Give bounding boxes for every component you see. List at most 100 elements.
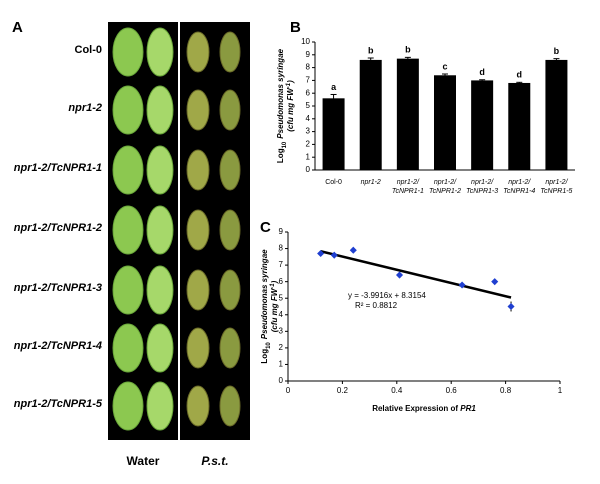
y-tick-label: 8 xyxy=(279,244,284,253)
row-label: npr1-2/TcNPR1-3 xyxy=(14,282,102,294)
y-label-line: (cfu mg FW-1) xyxy=(270,280,280,332)
y-tick-label: 0 xyxy=(306,165,311,174)
y-label-part: ) xyxy=(270,280,279,284)
y-label-part: 10 xyxy=(266,342,272,349)
row-label: npr1-2/TcNPR1-1 xyxy=(14,162,102,174)
y-tick-label: 6 xyxy=(279,277,284,286)
leaf-photo xyxy=(146,205,174,255)
point xyxy=(330,251,338,259)
point xyxy=(507,302,515,311)
x-tick-label: 0.2 xyxy=(337,386,349,395)
y-tick-label: 1 xyxy=(306,152,311,161)
trendline xyxy=(320,250,512,299)
y-label-part: (cfu mg FW xyxy=(270,287,279,332)
y-label-part: Pseudomonas syringae xyxy=(276,48,285,138)
leaf-photo xyxy=(112,265,144,315)
bar xyxy=(359,59,382,170)
y-tick-label: 7 xyxy=(279,260,284,269)
row-label: Col-0 xyxy=(75,44,103,56)
bar xyxy=(471,80,494,170)
x-tick-label: npr1-2/ xyxy=(508,179,531,186)
x-tick-label: npr1-2/ xyxy=(397,179,420,186)
x-tick-label: 0.4 xyxy=(391,386,403,395)
point xyxy=(317,249,325,258)
y-label-part: Log xyxy=(260,349,269,364)
x-tick-label: 0.8 xyxy=(500,386,512,395)
panel-label: B xyxy=(290,19,301,36)
y-label-part: Log xyxy=(276,148,285,163)
leaf-photo xyxy=(112,323,144,373)
x-tick-label: npr1-2/ xyxy=(545,179,568,186)
leaf-photo xyxy=(146,145,174,195)
leaf-photo xyxy=(186,149,210,191)
y-label-line: (cfu mg FW-1) xyxy=(286,80,296,132)
y-tick-label: 4 xyxy=(279,310,284,319)
x-tick-label: 1 xyxy=(558,386,563,395)
y-label-part: ) xyxy=(286,80,295,84)
bar xyxy=(396,58,419,170)
significance-letter: a xyxy=(331,82,337,92)
x-tick-label: npr1-2 xyxy=(361,179,381,186)
y-label-part: -1 xyxy=(286,82,292,88)
leaf-photo xyxy=(112,205,144,255)
leaf-photo xyxy=(219,149,241,191)
y-axis-label: Log10 Pseudomonas syringae (cfu mg FW-1) xyxy=(260,249,279,364)
x-tick-label: Col-0 xyxy=(325,179,342,186)
leaf-photo xyxy=(146,27,174,77)
equation: y = -3.9916x + 8.3154 xyxy=(348,291,426,300)
panel-label: C xyxy=(260,219,271,236)
y-label-part: (cfu mg FW xyxy=(286,87,295,132)
leaf-photo xyxy=(186,89,210,131)
leaf-photo xyxy=(112,145,144,195)
significance-letter: b xyxy=(554,46,560,56)
leaf-photo xyxy=(186,385,210,427)
x-axis-label: Relative Expression of PR1 xyxy=(372,404,476,413)
leaf-photo xyxy=(146,381,174,431)
y-label-line: Log10 Pseudomonas syringae xyxy=(260,249,271,364)
column-label: P.s.t. xyxy=(201,454,228,468)
point xyxy=(458,281,466,289)
y-tick-label: 0 xyxy=(279,376,284,385)
y-tick-label: 4 xyxy=(306,114,311,123)
r-squared: R² = 0.8812 xyxy=(355,301,398,310)
bar xyxy=(322,98,345,170)
row-label: npr1-2/TcNPR1-5 xyxy=(14,398,103,410)
y-label-line: Log10 Pseudomonas syringae xyxy=(276,48,287,163)
bar xyxy=(508,82,531,170)
point xyxy=(395,271,404,279)
y-label-part: Pseudomonas syringae xyxy=(260,249,269,339)
leaf-photo xyxy=(219,31,241,73)
leaf-photo xyxy=(112,85,144,135)
leaf-photo xyxy=(146,265,174,315)
leaf-photo xyxy=(219,385,241,427)
y-tick-label: 9 xyxy=(279,227,284,236)
y-axis-label: Log10 Pseudomonas syringae (cfu mg FW-1) xyxy=(276,48,295,163)
y-tick-label: 6 xyxy=(306,88,311,97)
x-tick-label: TcNPR1-1 xyxy=(392,188,424,195)
row-label: npr1-2 xyxy=(68,102,102,114)
x-tick-label: npr1-2/ xyxy=(434,179,457,186)
panel-label: A xyxy=(12,19,23,36)
x-tick-label: TcNPR1-5 xyxy=(540,188,572,195)
y-tick-label: 10 xyxy=(301,37,310,46)
y-tick-label: 9 xyxy=(306,50,311,59)
y-tick-label: 3 xyxy=(279,326,284,335)
significance-letter: c xyxy=(442,61,447,71)
leaf-photo xyxy=(186,31,210,73)
x-tick-label: 0.6 xyxy=(446,386,458,395)
leaf-photo xyxy=(186,269,210,311)
row-label: npr1-2/TcNPR1-4 xyxy=(14,340,102,352)
bar xyxy=(545,59,568,170)
y-tick-label: 5 xyxy=(306,101,311,110)
x-tick-label: TcNPR1-3 xyxy=(466,188,498,195)
significance-letter: b xyxy=(368,45,374,55)
x-label-part: Relative Expression of xyxy=(372,404,460,413)
y-tick-label: 2 xyxy=(306,140,311,149)
bar xyxy=(434,75,456,170)
leaf-photo xyxy=(112,27,144,77)
significance-letter: d xyxy=(479,67,485,77)
leaf-photo xyxy=(219,269,241,311)
leaf-photo xyxy=(186,209,210,251)
